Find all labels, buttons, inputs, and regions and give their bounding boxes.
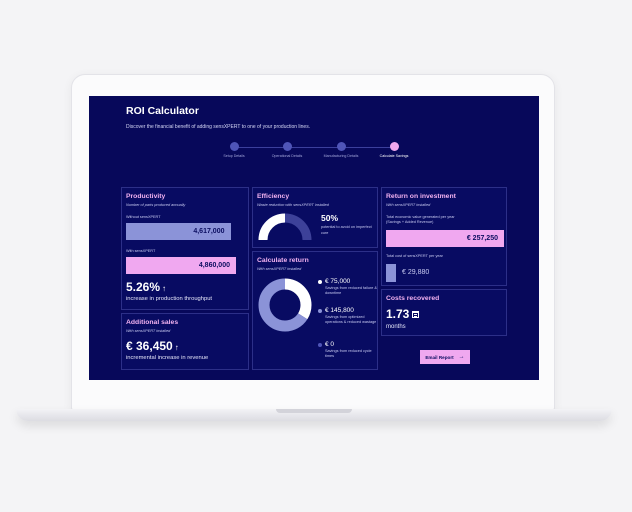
- laptop-lid: ROI Calculator Discover the financial be…: [71, 74, 555, 410]
- roi-cost-label: Total cost of sensXPERT per year: [386, 254, 443, 258]
- step-setup-details[interactable]: Setup Details: [209, 142, 259, 158]
- recovered-months-number: 1.73: [386, 307, 410, 321]
- costs-recovered-card: Costs recovered 1.73 months: [381, 289, 507, 336]
- without-sensxpert-bar: 4,617,000: [126, 223, 231, 240]
- step-label: Calculate Savings: [379, 154, 409, 158]
- legend-item-operations: € 145,800 Savings from optimized operati…: [318, 307, 377, 325]
- with-sensxpert-label: With sensXPERT: [126, 249, 156, 253]
- efficiency-percent: 50%: [321, 213, 339, 223]
- stepper-line: [234, 147, 394, 148]
- additional-sales-subtitle: With sensXPERT installed: [126, 329, 171, 333]
- return-donut-chart: [258, 278, 312, 332]
- gauge-fill: [258, 213, 286, 241]
- legend-dot: [318, 308, 322, 313]
- calculate-return-subtitle: With sensXPERT installed: [257, 267, 302, 271]
- email-report-button[interactable]: Email Report →: [420, 350, 470, 364]
- return-on-investment-card: Return on investment With sensXPERT inst…: [381, 187, 507, 286]
- arrow-up-icon: ↑: [174, 343, 179, 352]
- efficiency-title: Efficiency: [257, 193, 290, 200]
- total-value-bar: € 257,250: [386, 230, 504, 247]
- legend-amount: € 145,800: [325, 307, 354, 314]
- cost-bar: [386, 264, 396, 282]
- step-label: Setup Details: [223, 154, 245, 158]
- calendar-icon: [412, 310, 420, 318]
- efficiency-gauge: [258, 213, 312, 241]
- donut-slice-1: [258, 278, 312, 332]
- roi-total-label: Total economic value generated per year …: [386, 215, 455, 225]
- arrow-up-icon: ↑: [162, 284, 167, 293]
- additional-sales-text: incremental increase in revenue: [126, 355, 209, 361]
- efficiency-description: potential to avoid on imperfect cure: [321, 225, 372, 235]
- calculate-return-card: Calculate return With sensXPERT installe…: [252, 251, 378, 370]
- costs-recovered-unit: months: [386, 324, 406, 330]
- step-dot: [229, 142, 239, 151]
- step-dot: [336, 142, 346, 151]
- roi-title: Return on investment: [386, 193, 456, 200]
- costs-recovered-value: 1.73: [386, 307, 420, 321]
- productivity-card: Productivity Number of parts produced an…: [121, 187, 249, 310]
- step-calculate-savings[interactable]: Calculate Savings: [369, 142, 419, 158]
- productivity-title: Productivity: [126, 193, 166, 200]
- arrow-right-icon: →: [458, 354, 465, 360]
- calculate-return-title: Calculate return: [257, 257, 309, 264]
- productivity-subtitle: Number of parts produced annually: [126, 203, 186, 207]
- email-report-label: Email Report: [425, 354, 454, 360]
- legend-amount: € 75,000: [325, 278, 351, 285]
- progress-stepper: Setup Details Operational Details Manufa…: [214, 142, 414, 164]
- step-operational-details[interactable]: Operational Details: [262, 142, 312, 158]
- legend-text: Savings from reduced failure & downtime: [325, 286, 377, 295]
- step-dot: [389, 142, 399, 151]
- efficiency-card: Efficiency Waste reduction with sensXPER…: [252, 187, 378, 248]
- laptop-notch: [276, 409, 352, 413]
- legend-item-failure: € 75,000 Savings from reduced failure & …: [318, 278, 377, 296]
- throughput-increase-value: 5.26% ↑: [126, 280, 166, 294]
- roi-total-label-line1: Total economic value generated per year: [386, 215, 455, 219]
- additional-sales-value: € 36,450 ↑: [126, 339, 179, 353]
- step-dot: [282, 142, 292, 151]
- page-subtitle: Discover the financial benefit of adding…: [126, 124, 311, 130]
- with-sensxpert-bar: 4,860,000: [126, 257, 236, 274]
- legend-dot: [318, 279, 322, 284]
- efficiency-subtitle: Waste reduction with sensXPERT installed: [257, 203, 329, 207]
- laptop-screen: ROI Calculator Discover the financial be…: [89, 96, 539, 380]
- page-title: ROI Calculator: [126, 105, 199, 117]
- costs-recovered-title: Costs recovered: [386, 295, 440, 302]
- step-label: Operational Details: [271, 154, 303, 158]
- additional-sales-title: Additional sales: [126, 319, 179, 326]
- legend-text: Savings from reduced cycle times: [325, 349, 372, 358]
- laptop-base: [16, 409, 612, 421]
- legend-item-cycle-times: € 0 Savings from reduced cycle times: [318, 341, 377, 359]
- throughput-percent: 5.26%: [126, 280, 161, 294]
- cost-value: € 29,880: [402, 269, 430, 276]
- legend-dot: [318, 342, 322, 347]
- sales-amount: € 36,450: [126, 339, 173, 353]
- roi-subtitle: With sensXPERT installed: [386, 203, 431, 207]
- without-sensxpert-label: Without sensXPERT: [126, 215, 161, 219]
- legend-text: Savings from optimized operations & redu…: [325, 315, 377, 324]
- throughput-increase-text: increase in production throughput: [126, 296, 213, 302]
- legend-amount: € 0: [325, 341, 335, 348]
- roi-total-label-line2: (Savings + Added Revenue): [386, 220, 434, 224]
- additional-sales-card: Additional sales With sensXPERT installe…: [121, 313, 249, 370]
- step-manufacturing-details[interactable]: Manufacturing Details: [316, 142, 366, 158]
- step-label: Manufacturing Details: [323, 154, 359, 158]
